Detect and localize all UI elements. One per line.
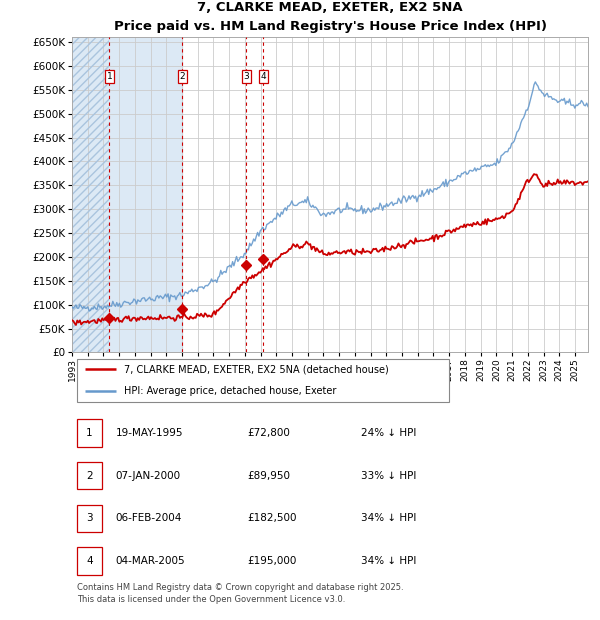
Text: 7, CLARKE MEAD, EXETER, EX2 5NA (detached house): 7, CLARKE MEAD, EXETER, EX2 5NA (detache…	[124, 364, 388, 374]
Bar	[72, 37, 109, 352]
Text: 1: 1	[107, 72, 112, 81]
Text: HPI: Average price, detached house, Exeter: HPI: Average price, detached house, Exet…	[124, 386, 336, 396]
Text: 2: 2	[179, 72, 185, 81]
Text: 33% ↓ HPI: 33% ↓ HPI	[361, 471, 416, 480]
Text: 4: 4	[260, 72, 266, 81]
FancyBboxPatch shape	[77, 505, 102, 532]
Text: 34% ↓ HPI: 34% ↓ HPI	[361, 513, 416, 523]
FancyBboxPatch shape	[77, 359, 449, 402]
Text: 3: 3	[86, 513, 93, 523]
Text: 07-JAN-2000: 07-JAN-2000	[116, 471, 181, 480]
Text: 2: 2	[86, 471, 93, 480]
Text: Contains HM Land Registry data © Crown copyright and database right 2025.
This d: Contains HM Land Registry data © Crown c…	[77, 583, 404, 604]
Text: 24% ↓ HPI: 24% ↓ HPI	[361, 428, 416, 438]
Text: 06-FEB-2004: 06-FEB-2004	[116, 513, 182, 523]
Text: 3: 3	[244, 72, 250, 81]
FancyBboxPatch shape	[77, 547, 102, 575]
Bar	[72, 37, 109, 352]
Text: 4: 4	[86, 556, 93, 566]
Text: £195,000: £195,000	[247, 556, 297, 566]
Text: 1: 1	[86, 428, 93, 438]
Text: 34% ↓ HPI: 34% ↓ HPI	[361, 556, 416, 566]
FancyBboxPatch shape	[77, 462, 102, 489]
Text: £182,500: £182,500	[247, 513, 297, 523]
Title: 7, CLARKE MEAD, EXETER, EX2 5NA
Price paid vs. HM Land Registry's House Price In: 7, CLARKE MEAD, EXETER, EX2 5NA Price pa…	[113, 1, 547, 33]
FancyBboxPatch shape	[77, 419, 102, 446]
Bar	[109, 37, 182, 352]
Text: £72,800: £72,800	[247, 428, 290, 438]
Text: 19-MAY-1995: 19-MAY-1995	[116, 428, 184, 438]
Text: 04-MAR-2005: 04-MAR-2005	[116, 556, 185, 566]
Text: £89,950: £89,950	[247, 471, 290, 480]
